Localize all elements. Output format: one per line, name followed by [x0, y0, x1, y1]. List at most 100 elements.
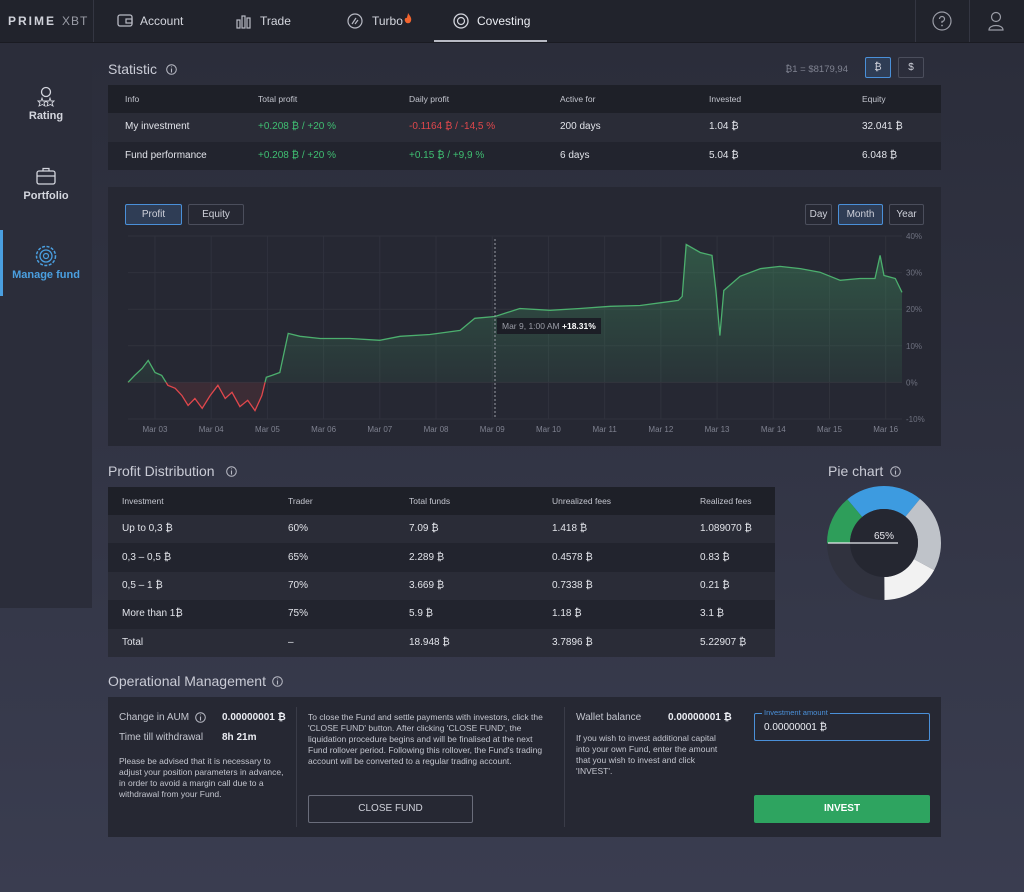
- separator: [93, 0, 94, 42]
- x-tick-label: Mar 15: [817, 425, 842, 434]
- table-cell: Up to 0,3 ₿: [122, 523, 173, 535]
- nav-tab[interactable]: Account: [140, 14, 184, 28]
- table-header: Invested: [709, 94, 742, 104]
- turbo-icon: [347, 13, 363, 29]
- period-button[interactable]: Month: [838, 204, 883, 225]
- flame-icon: [404, 13, 412, 24]
- input-label: Investment amount: [762, 708, 830, 717]
- x-tick-label: Mar 14: [761, 425, 786, 434]
- line-chart: -10% 0% 10% 20% 30% 40% Mar 03 Mar 04 Mar 05 Mar …: [127, 232, 925, 434]
- pie-center-label: 65%: [874, 531, 894, 542]
- currency-button[interactable]: ₿: [865, 57, 891, 78]
- table-header: Info: [125, 94, 140, 104]
- period-button[interactable]: Day: [805, 204, 832, 225]
- x-tick-label: Mar 04: [199, 425, 224, 434]
- table-row: [108, 141, 941, 170]
- nav-tab[interactable]: Trade: [260, 14, 291, 28]
- statistic-table: Info Total profit Daily profit Active for In…: [108, 85, 941, 170]
- y-tick-label: -10%: [906, 415, 925, 424]
- table-cell: 60%: [288, 523, 309, 535]
- table-cell: 0.21 ₿: [700, 580, 730, 591]
- tooltip-value: +18.31%: [562, 321, 596, 331]
- sidebar-item-active[interactable]: Manage fund: [12, 269, 80, 281]
- table-row: [108, 543, 775, 572]
- y-tick-label: 0%: [906, 378, 918, 387]
- manage-fund-icon: [35, 245, 57, 267]
- nav-tab-active[interactable]: Covesting: [477, 14, 531, 28]
- active-underline: [434, 40, 547, 42]
- close-text: To close the Fund and settle payments wi…: [308, 712, 543, 766]
- info-icon[interactable]: [166, 64, 177, 75]
- section-title: Statistic: [108, 61, 158, 77]
- nav-tab[interactable]: Turbo: [372, 14, 403, 28]
- sidebar-item[interactable]: Rating: [28, 110, 64, 122]
- logo[interactable]: PRIME: [8, 14, 57, 28]
- info-icon[interactable]: [195, 712, 206, 723]
- value: 0.00000001 ₿: [222, 712, 286, 723]
- table-header: Realized fees: [700, 496, 752, 506]
- input-value: 0.00000001 ₿: [764, 722, 828, 733]
- close-fund-button[interactable]: CLOSE FUND: [308, 795, 473, 823]
- table-header: Total funds: [409, 496, 451, 506]
- currency-button[interactable]: $: [898, 57, 924, 78]
- table-cell: +0.15 ₿ / +9,9 %: [409, 149, 485, 161]
- x-tick-label: Mar 08: [424, 425, 449, 434]
- amount-input[interactable]: 0.00000001 ₿: [754, 713, 930, 741]
- account-icon: [117, 14, 133, 27]
- table-cell: 18.948 ₿: [409, 636, 450, 648]
- table-cell: 0.7338 ₿: [552, 580, 593, 591]
- table-cell: 0.4578 ₿: [552, 551, 593, 563]
- x-tick-label: Mar 13: [705, 425, 730, 434]
- help-icon[interactable]: [932, 11, 952, 31]
- chart-panel: Profit Equity Day Month Year -10% 0% 10% 20…: [108, 187, 941, 446]
- section-title: Operational Management: [108, 673, 266, 689]
- user-icon[interactable]: [988, 11, 1006, 31]
- info-icon[interactable]: [272, 676, 283, 687]
- divider: [564, 707, 565, 827]
- table-cell: 65%: [288, 551, 309, 563]
- table-row: [108, 113, 941, 142]
- sidebar-item[interactable]: Portfolio: [23, 190, 69, 202]
- table-cell: 0,3 – 0,5 ₿: [122, 551, 172, 563]
- x-tick-label: Mar 12: [648, 425, 673, 434]
- line-area-negative: [128, 382, 902, 411]
- period-button[interactable]: Year: [889, 204, 924, 225]
- pie-slice: [905, 498, 941, 571]
- table-cell: 2.289 ₿: [409, 551, 445, 563]
- info-icon[interactable]: [226, 466, 237, 477]
- table-cell: 3.669 ₿: [409, 580, 445, 591]
- table-header: Trader: [288, 496, 313, 506]
- table-cell: +0.208 ₿ / +20 %: [258, 121, 337, 133]
- divider: [296, 707, 297, 827]
- table-cell: My investment: [125, 121, 190, 133]
- table-cell: –: [288, 636, 294, 648]
- chart-tab[interactable]: Profit: [125, 204, 182, 225]
- table-cell: 0,5 – 1 ₿: [122, 580, 163, 591]
- x-tick-label: Mar 05: [255, 425, 280, 434]
- tooltip-date: Mar 9, 1:00 AM: [502, 321, 560, 331]
- table-header-bg: [108, 487, 775, 515]
- table-cell: 6 days: [560, 149, 590, 161]
- x-tick-label: Mar 11: [592, 425, 617, 434]
- table-cell: 5.04 ₿: [709, 149, 739, 161]
- line-area: [128, 244, 902, 383]
- table-cell: 200 days: [560, 121, 601, 133]
- table-cell: 1.089070 ₿: [700, 523, 752, 535]
- x-tick-label: Mar 07: [367, 425, 392, 434]
- top-nav: PRIME XBT Account Trade Turbo Covesting: [0, 0, 1024, 43]
- invest-button[interactable]: INVEST: [754, 795, 930, 823]
- value: 0.00000001 ₿: [668, 712, 732, 723]
- table-header: Investment: [122, 496, 164, 506]
- pie-slice: [827, 499, 863, 544]
- pie-chart: 65%: [827, 486, 941, 600]
- profit-line-negative: [127, 382, 266, 412]
- table-row: [108, 515, 775, 544]
- table-row: [108, 628, 775, 657]
- trade-icon: [236, 15, 251, 29]
- info-icon[interactable]: [890, 466, 901, 477]
- value: 8h 21m: [222, 732, 257, 743]
- chart-tab[interactable]: Equity: [188, 204, 244, 225]
- table-header: Unrealized fees: [552, 496, 612, 506]
- exchange-rate: ₿1 = $8179,94: [785, 64, 848, 75]
- logo-suffix: XBT: [62, 14, 89, 28]
